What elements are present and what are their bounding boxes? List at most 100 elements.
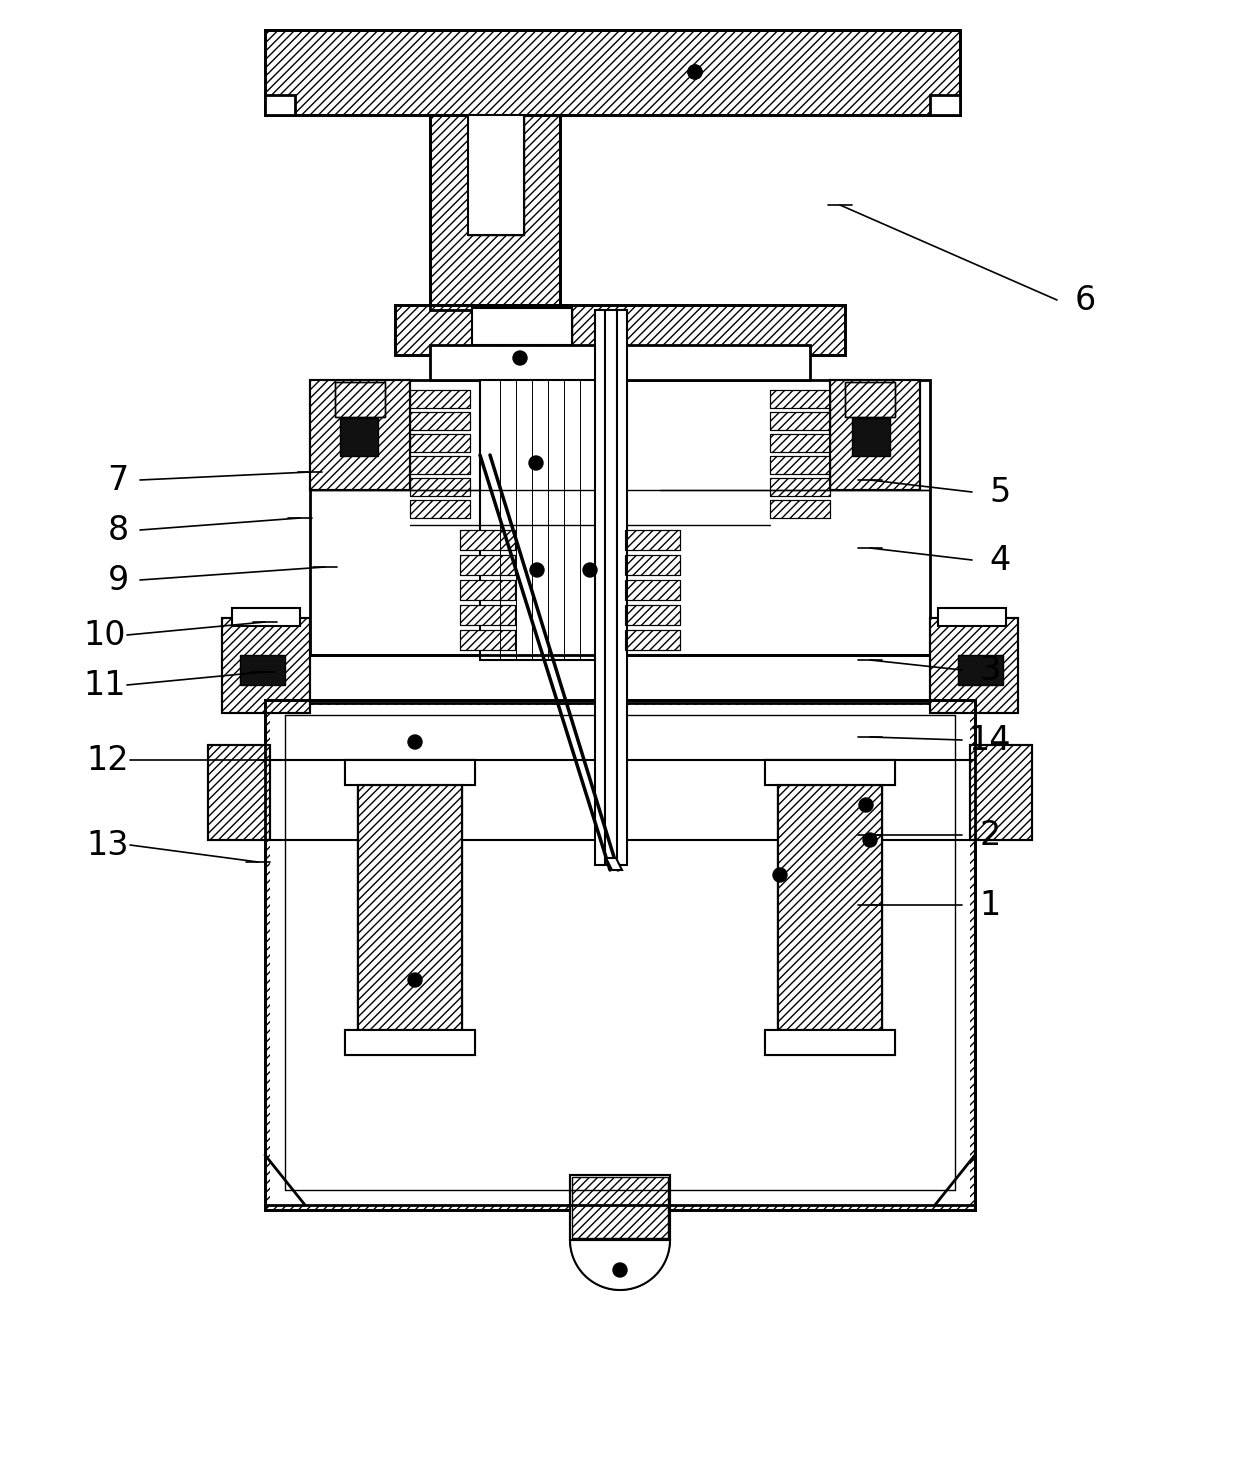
Bar <box>410 500 470 517</box>
Bar <box>625 604 680 625</box>
Bar <box>410 455 470 475</box>
Bar <box>410 478 470 495</box>
Polygon shape <box>570 1240 670 1290</box>
Bar <box>930 618 1018 713</box>
Bar <box>570 1175 670 1240</box>
Bar <box>937 607 1006 626</box>
Text: 12: 12 <box>87 743 129 777</box>
Bar <box>460 579 515 600</box>
Text: 13: 13 <box>87 828 129 861</box>
Bar <box>310 380 410 489</box>
Bar <box>770 391 830 408</box>
Bar <box>345 1030 475 1055</box>
Bar <box>770 413 830 430</box>
Text: 2: 2 <box>980 818 1001 852</box>
Bar <box>430 115 560 310</box>
Bar <box>770 433 830 453</box>
Bar <box>770 500 830 517</box>
Bar <box>222 618 310 713</box>
Bar <box>625 629 680 650</box>
Bar <box>358 786 463 1030</box>
Bar <box>765 1030 895 1055</box>
Bar <box>777 786 882 1030</box>
Bar <box>345 761 475 786</box>
Bar <box>396 305 844 355</box>
Bar <box>345 761 475 786</box>
Bar <box>765 1030 895 1055</box>
Text: 7: 7 <box>108 463 129 497</box>
Bar <box>358 786 463 1030</box>
Bar <box>770 500 830 517</box>
Bar <box>460 629 515 650</box>
Bar <box>770 391 830 408</box>
Text: 9: 9 <box>108 563 129 597</box>
Text: 10: 10 <box>84 619 126 652</box>
Text: 8: 8 <box>108 513 129 547</box>
Bar <box>970 744 1032 840</box>
Bar <box>460 604 515 625</box>
Circle shape <box>583 563 596 576</box>
Text: 6: 6 <box>1074 283 1096 317</box>
Bar <box>335 382 384 417</box>
Bar <box>460 531 515 550</box>
Bar <box>340 419 378 455</box>
Circle shape <box>688 65 702 80</box>
Bar <box>970 744 1032 840</box>
Bar <box>310 380 930 665</box>
Bar <box>770 478 830 495</box>
Bar <box>830 380 920 489</box>
Bar <box>430 345 810 380</box>
Bar <box>222 618 310 713</box>
Circle shape <box>529 455 543 470</box>
Bar <box>959 654 1003 685</box>
Bar <box>345 1030 475 1055</box>
Bar <box>430 115 560 310</box>
Text: 11: 11 <box>84 669 126 702</box>
Bar <box>460 556 515 575</box>
Bar <box>280 654 960 703</box>
Circle shape <box>613 1263 627 1276</box>
Text: 4: 4 <box>990 544 1011 576</box>
Bar <box>410 391 470 408</box>
Bar <box>241 654 285 685</box>
Text: 3: 3 <box>980 653 1001 687</box>
Bar <box>265 700 975 1210</box>
Circle shape <box>513 351 527 366</box>
Bar <box>460 629 515 650</box>
Bar <box>625 579 680 600</box>
Bar <box>777 786 882 1030</box>
Bar <box>777 786 882 1030</box>
Bar <box>410 478 470 495</box>
Bar <box>410 500 470 517</box>
Bar <box>460 531 515 550</box>
Bar <box>460 556 515 575</box>
Bar <box>770 455 830 475</box>
Bar <box>625 604 680 625</box>
Bar <box>572 1178 668 1238</box>
Bar <box>410 455 470 475</box>
Bar <box>208 744 270 840</box>
Bar <box>930 94 960 115</box>
Bar <box>830 380 920 489</box>
Bar <box>410 413 470 430</box>
Bar <box>930 618 1018 713</box>
Bar <box>625 556 680 575</box>
Bar <box>770 455 830 475</box>
Bar <box>265 29 960 115</box>
Circle shape <box>688 65 702 80</box>
Bar <box>777 786 882 1030</box>
Bar <box>625 629 680 650</box>
Bar <box>770 413 830 430</box>
Bar <box>467 115 525 234</box>
Bar <box>310 380 410 489</box>
Bar <box>358 786 463 1030</box>
Circle shape <box>773 868 787 881</box>
Circle shape <box>408 973 422 988</box>
Bar <box>270 705 970 1206</box>
Bar <box>208 744 270 840</box>
Bar <box>844 382 895 417</box>
Text: 1: 1 <box>980 889 1001 921</box>
Bar <box>765 761 895 786</box>
Bar <box>410 433 470 453</box>
Bar <box>625 531 680 550</box>
